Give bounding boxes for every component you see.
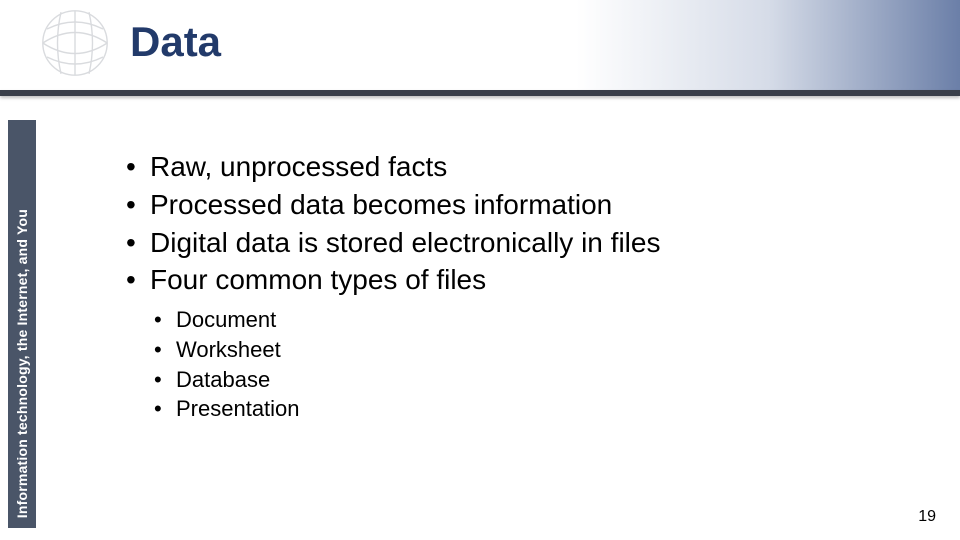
sub-bullet-item: Document (148, 305, 920, 335)
sub-bullet-item: Database (148, 365, 920, 395)
header-divider (0, 90, 960, 96)
content-area: Raw, unprocessed facts Processed data be… (120, 148, 920, 424)
sub-bullet-item: Worksheet (148, 335, 920, 365)
sub-bullet-item: Presentation (148, 394, 920, 424)
bullet-item: Raw, unprocessed facts (120, 148, 920, 186)
slide: Data Information technology, the Interne… (0, 0, 960, 540)
main-bullet-list: Raw, unprocessed facts Processed data be… (120, 148, 920, 299)
sidebar-label: Information technology, the Internet, an… (14, 209, 30, 518)
header-bar: Data (0, 0, 960, 90)
sidebar-band: Information technology, the Internet, an… (8, 120, 36, 528)
page-number: 19 (918, 508, 936, 526)
bullet-item: Digital data is stored electronically in… (120, 224, 920, 262)
bullet-item: Processed data becomes information (120, 186, 920, 224)
bullet-item: Four common types of files (120, 261, 920, 299)
sub-bullet-list: Document Worksheet Database Presentation (148, 305, 920, 424)
slide-title: Data (130, 18, 221, 66)
globe-swirl-icon (40, 8, 110, 78)
